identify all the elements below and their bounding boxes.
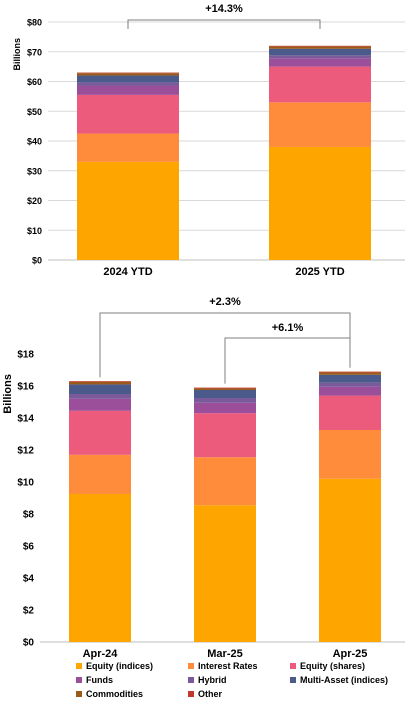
bar-2024-ytd-equity-shares (77, 94, 179, 134)
bar-2024-ytd-equity-indices (77, 161, 179, 260)
legend-item-hybrid: Hybrid (198, 675, 227, 685)
bar-mar-25-interest-rates (194, 457, 256, 506)
bar-2024-ytd-multi-asset-indices (77, 75, 179, 83)
legend-item-interest-rates: Interest Rates (198, 661, 258, 671)
bar-apr-24-funds (69, 398, 131, 411)
annotation-label: +2.3% (209, 296, 241, 308)
bar-apr-24-other (69, 381, 131, 382)
legend-swatch-hybrid (188, 677, 194, 683)
bar-apr-25-equity-indices (319, 478, 381, 642)
bar-apr-24-commodities (69, 382, 131, 385)
bar-2025-ytd-interest-rates (269, 102, 371, 147)
chart-1: Billions $0 $10 $20 $30 $40 $50 $60 $70 $80 2024 Y… (12, 3, 405, 278)
bar-apr-24-hybrid (69, 394, 131, 399)
y-tick-label: $30 (27, 166, 42, 176)
x-tick-label: Apr-24 (83, 648, 119, 660)
y-tick-label: $10 (27, 226, 42, 236)
y-axis-label: Billions (2, 374, 14, 414)
y-tick-label: $18 (17, 350, 34, 361)
bar-2024-ytd-other (77, 72, 179, 74)
y-axis-label: Billions (12, 38, 22, 71)
bar-apr-25-equity-shares (319, 395, 381, 430)
bar-2025-ytd-commodities (269, 46, 371, 49)
annotation-bracket-14-3 (127, 19, 321, 29)
bar-mar-25-funds (194, 402, 256, 414)
y-tick-label: $50 (27, 107, 42, 117)
legend-item-multi-asset-indices: Multi-Asset (indices) (300, 675, 388, 685)
bar-apr-24-interest-rates (69, 454, 131, 494)
legend: Equity (indices) Interest Rates Equity (sh… (76, 661, 388, 699)
bar-apr-24-multi-asset-indices (69, 384, 131, 394)
bar-apr-24-equity-shares (69, 410, 131, 455)
bar-apr-25-commodities (319, 372, 381, 375)
bar-mar-25-multi-asset-indices (194, 390, 256, 398)
y-tick-label: $6 (23, 542, 35, 553)
y-tick-label: $40 (27, 137, 42, 147)
bar-mar-25-other (194, 387, 256, 389)
annotation-label: +6.1% (272, 322, 304, 334)
annotation-label: +14.3% (205, 3, 243, 15)
legend-swatch-equity-shares (290, 663, 296, 669)
legend-item-funds: Funds (86, 675, 113, 685)
y-tick-label: $14 (17, 414, 34, 425)
bar-apr-25-hybrid (319, 382, 381, 387)
bar-mar-25-hybrid (194, 398, 256, 403)
bar-2024-ytd-commodities (77, 73, 179, 76)
bar-mar-25-equity-shares (194, 413, 256, 458)
y-tick-label: $4 (23, 574, 35, 585)
annotation-bracket-6-1 (224, 337, 351, 384)
y-tick-label: $16 (17, 382, 34, 393)
chart-2: Billions $0 $2 $4 $6 $8 $10 $12 $14 $16 $18 Apr-24 M… (2, 296, 405, 699)
legend-item-commodities: Commodities (86, 689, 143, 699)
bar-apr-25-funds (319, 386, 381, 396)
y-tick-label: $60 (27, 77, 42, 87)
x-tick-label: 2024 YTD (103, 266, 152, 278)
legend-swatch-other (188, 691, 194, 697)
bar-2024-ytd-interest-rates (77, 133, 179, 162)
y-tick-label: $70 (27, 47, 42, 57)
y-tick-label: $0 (32, 256, 42, 266)
legend-swatch-funds (76, 677, 82, 683)
bar-2025-ytd-hybrid (269, 55, 371, 59)
bar-2025-ytd-equity-shares (269, 66, 371, 103)
bar-mar-25-commodities (194, 388, 256, 390)
legend-item-other: Other (198, 689, 223, 699)
y-tick-label: $2 (23, 606, 35, 617)
bar-apr-25-interest-rates (319, 430, 381, 479)
bar-apr-25-multi-asset-indices (319, 374, 381, 383)
legend-swatch-equity-indices (76, 663, 82, 669)
legend-swatch-commodities (76, 691, 82, 697)
bar-2025-ytd-funds (269, 58, 371, 67)
bar-2025-ytd-multi-asset-indices (269, 48, 371, 56)
y-tick-label: $0 (23, 638, 35, 649)
x-tick-label: Mar-25 (207, 648, 242, 660)
y-tick-label: $12 (17, 446, 34, 457)
bar-apr-24-equity-indices (69, 494, 131, 642)
x-tick-label: 2025 YTD (295, 266, 344, 278)
y-tick-label: $8 (23, 510, 35, 521)
bar-2024-ytd-hybrid (77, 82, 179, 86)
y-tick-label: $20 (27, 196, 42, 206)
bar-2025-ytd-equity-indices (269, 146, 371, 260)
legend-item-equity-indices: Equity (indices) (86, 661, 153, 671)
bar-mar-25-equity-indices (194, 505, 256, 642)
y-tick-label: $80 (27, 18, 42, 28)
legend-swatch-interest-rates (188, 663, 194, 669)
bar-2025-ytd-other (269, 45, 371, 47)
y-tick-label: $10 (17, 478, 34, 489)
x-tick-label: Apr-25 (333, 648, 368, 660)
bar-2024-ytd-funds (77, 85, 179, 95)
legend-item-equity-shares: Equity (shares) (300, 661, 365, 671)
legend-swatch-multi-asset-indices (290, 677, 296, 683)
bar-apr-25-other (319, 371, 381, 373)
